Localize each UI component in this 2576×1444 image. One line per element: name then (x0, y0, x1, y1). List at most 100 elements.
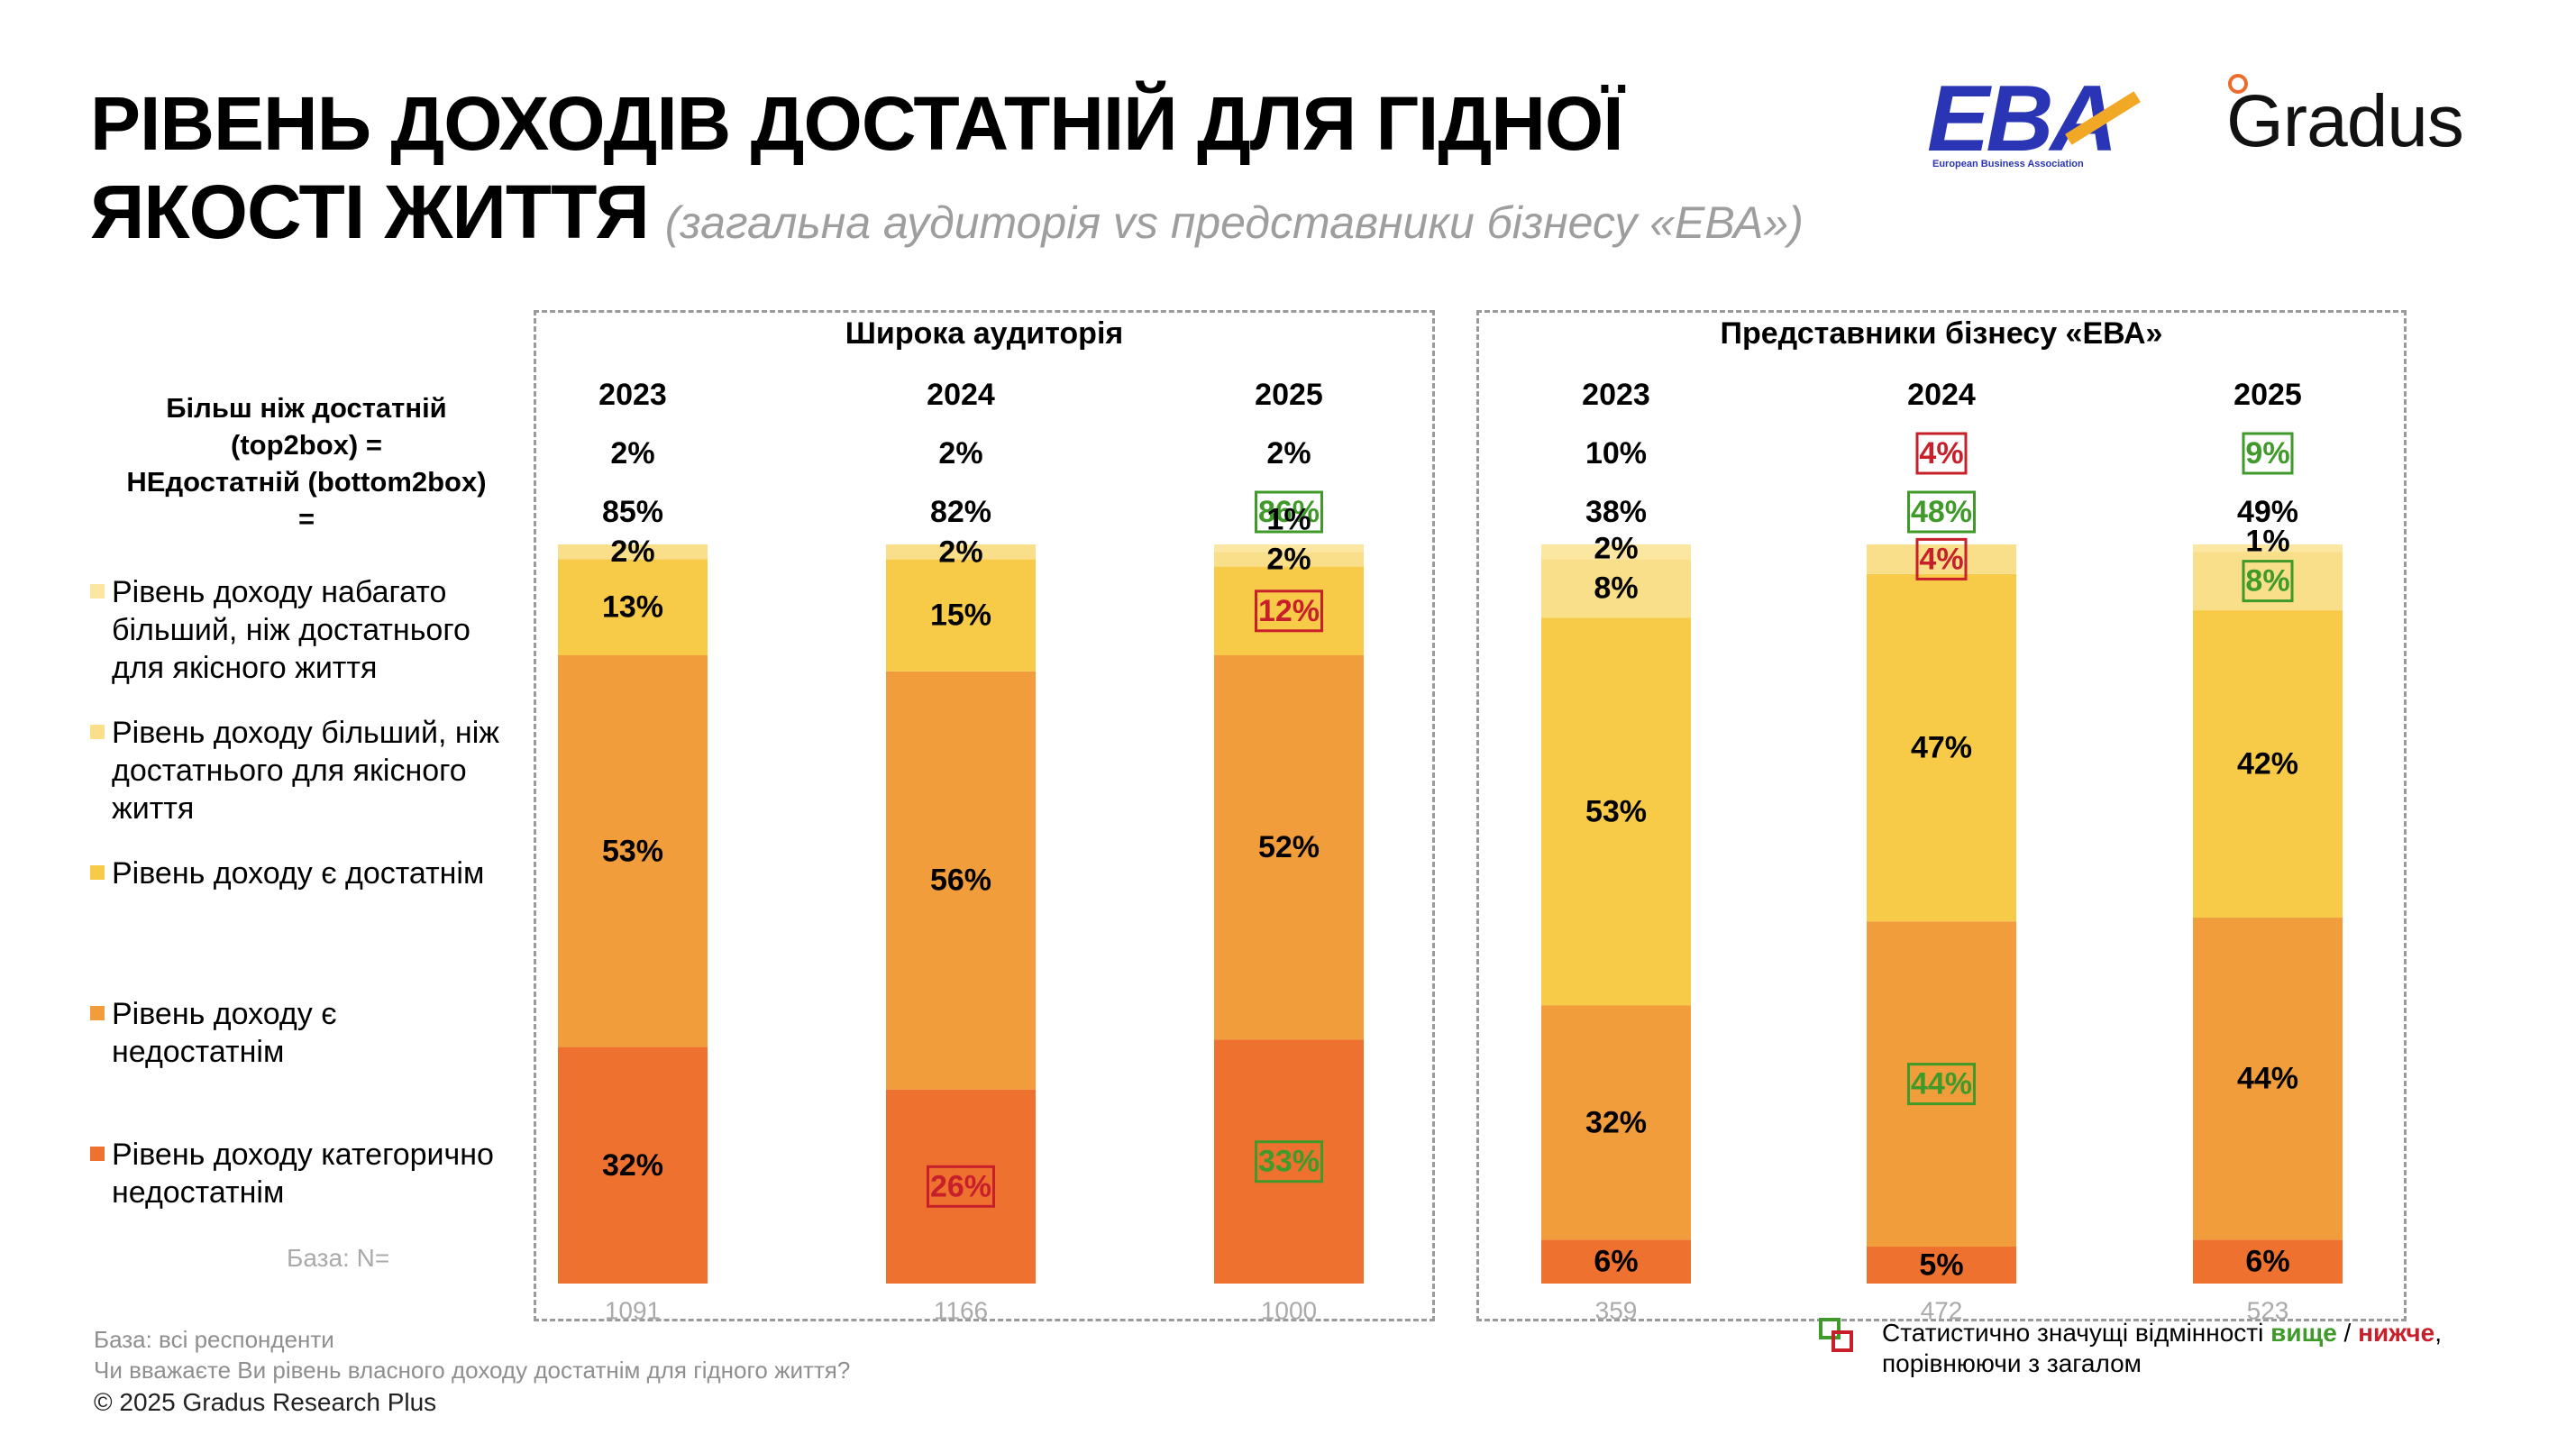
bar-general-2024-seg-2-label: 15% (930, 599, 991, 633)
title-line-2: ЯКОСТІ ЖИТТЯ (90, 169, 650, 254)
bar-general-2023-top2box: 2% (610, 436, 654, 471)
sig-higher-word: вище (2270, 1319, 2337, 1347)
bar-general-2024-seg-1-label: 56% (930, 864, 991, 898)
bar-general-2023-seg-2-label: 13% (602, 590, 663, 625)
top2box-label: Більш ніж достатній (top2box) = (166, 392, 447, 461)
copyright: © 2025 Gradus Research Plus (94, 1388, 437, 1416)
panel-eba-business (1476, 310, 2407, 1321)
panel-title-general: Широка аудиторія (845, 316, 1124, 351)
bar-general-2025-base-n: 1000 (1261, 1297, 1317, 1325)
bar-general-2024-seg-0 (886, 1089, 1036, 1284)
bar-general-2025-seg-2-label: 12% (1258, 594, 1320, 628)
legend-label-much-more: Рівень доходу набагато більший, ніж дост… (112, 575, 470, 685)
bar-eba-2024-base-n: 472 (1921, 1297, 1963, 1325)
bar-eba-2024-seg-1 (1867, 921, 2016, 1247)
legend-swatch-enough (90, 865, 105, 880)
legend-label-very-not-enough: Рівень доходу категорично недостатнім (112, 1138, 494, 1210)
footer-base: База: всі респонденти (94, 1326, 334, 1353)
bar-general-2023-seg-1 (558, 655, 708, 1047)
bar-eba-2023-seg-2 (1541, 617, 1691, 1006)
bar-general-2025-seg-3-label: 2% (1266, 542, 1311, 576)
bar-general-2025-seg-4 (1214, 544, 1364, 553)
bar-general-2024-seg-0-label: 26% (930, 1169, 991, 1203)
bar-general-2024-base-n: 1166 (934, 1297, 988, 1325)
legend-item-not-enough: Рівень доходу є недостатнім (90, 995, 514, 1071)
bar-general-2025-seg-1 (1214, 655, 1364, 1040)
bar-eba-2024-seg-2 (1867, 573, 2016, 922)
page-subtitle: (загальна аудиторія vs представники бізн… (664, 197, 1804, 248)
bar-general-2025-seg-2 (1214, 566, 1364, 655)
legend-item-very-not-enough: Рівень доходу категорично недостатнім (90, 1136, 514, 1211)
bar-eba-2024-seg-3-label: 4% (1919, 542, 1963, 576)
bar-general-2024-seg-3-label: 2% (938, 535, 982, 569)
bar-eba-2024-bottom2box: 48% (1911, 495, 1972, 529)
sig-suffix: , (2434, 1319, 2442, 1347)
bar-general-2025-seg-0 (1214, 1039, 1364, 1284)
eba-logo-text: EBA (1927, 67, 2118, 171)
bar-general-2025-bottom2box: 86% (1258, 495, 1320, 529)
title-line-1: РІВЕНЬ ДОХОДІВ ДОСТАТНІЙ ДЛЯ ГІДНОЇ (90, 81, 1623, 166)
bar-eba-2023-seg-4 (1541, 544, 1691, 560)
panel-general-audience (534, 310, 1435, 1321)
bar-eba-2025-seg-2-label: 42% (2237, 747, 2298, 781)
legend-label-not-enough: Рівень доходу є недостатнім (112, 997, 337, 1069)
bar-general-2025-seg-0-label-sig-box (1255, 1140, 1323, 1184)
bar-eba-2025-year-label: 2025 (2233, 378, 2302, 412)
bar-general-2024-seg-2 (886, 559, 1036, 672)
legend-item-enough: Рівень доходу є достатнім (90, 855, 514, 892)
gradus-logo-text: Gradus (2226, 80, 2464, 162)
bar-general-2025-top2box: 2% (1266, 436, 1311, 471)
bar-eba-2024-seg-0 (1867, 1247, 2016, 1284)
significance-legend-text: Статистично значущі відмінності вище / н… (1882, 1318, 2477, 1379)
bar-general-2024-seg-3 (886, 544, 1036, 560)
bar-eba-2025-seg-4-label: 1% (2245, 525, 2289, 559)
bar-eba-2025-seg-4 (2193, 544, 2343, 553)
bar-eba-2024-top2box-sig-box (1915, 432, 1968, 475)
bar-eba-2025-seg-3-label: 8% (2245, 564, 2289, 599)
bar-general-2023-bottom2box: 85% (602, 495, 663, 529)
sig-prefix: Статистично значущі відмінності (1882, 1319, 2271, 1347)
legend-label-enough: Рівень доходу є достатнім (112, 856, 485, 891)
bar-eba-2023-seg-0-label: 6% (1594, 1245, 1638, 1279)
legend-label-more: Рівень доходу більший, ніж достатнього д… (112, 716, 499, 826)
bar-eba-2025-top2box-sig-box (2242, 432, 2294, 475)
bar-eba-2024-seg-1-label: 44% (1911, 1067, 1972, 1101)
legend-swatch-much-more (90, 584, 105, 599)
bar-general-2023-seg-1-label: 53% (602, 834, 663, 868)
bar-eba-2023-seg-0 (1541, 1239, 1691, 1284)
bar-general-2023-seg-0 (558, 1046, 708, 1284)
bar-eba-2023-seg-1 (1541, 1005, 1691, 1240)
bar-general-2025-seg-3 (1214, 552, 1364, 567)
bar-general-2024-seg-1 (886, 671, 1036, 1090)
bar-eba-2025-seg-2 (2193, 610, 2343, 918)
bar-eba-2025-seg-0-label: 6% (2245, 1245, 2289, 1279)
bar-general-2023-seg-3 (558, 544, 708, 560)
bar-eba-2025-bottom2box: 49% (2237, 495, 2298, 529)
bar-eba-2024-seg-2-label: 47% (1911, 731, 1972, 765)
bar-eba-2024-seg-3 (1867, 544, 2016, 574)
bar-eba-2023-base-n: 359 (1595, 1297, 1638, 1325)
legend-swatch-more (90, 725, 105, 739)
gradus-logo: Gradus (2226, 74, 2515, 162)
bar-general-2023-seg-0-label: 32% (602, 1148, 663, 1183)
bar-general-2024-year-label: 2024 (927, 378, 995, 412)
bar-general-2023-year-label: 2023 (598, 378, 667, 412)
bar-eba-2024-top2box: 4% (1919, 436, 1963, 471)
bar-eba-2025-top2box: 9% (2245, 436, 2289, 471)
bar-eba-2023-seg-3 (1541, 559, 1691, 618)
bottom2box-label: НЕдостатній (bottom2box) = (126, 466, 487, 535)
eba-logo: EBA European Business Association (1927, 67, 2141, 173)
gradus-logo-dot (2228, 74, 2248, 94)
bar-eba-2023-year-label: 2023 (1582, 378, 1650, 412)
summary-row-labels: Більш ніж достатній (top2box) = НЕдостат… (117, 389, 496, 537)
bar-general-2025-seg-4-label: 1% (1266, 502, 1311, 536)
bar-general-2025-year-label: 2025 (1255, 378, 1323, 412)
bar-eba-2023-bottom2box: 38% (1585, 495, 1647, 529)
panel-title-eba: Представники бізнесу «ЕВА» (1720, 316, 2163, 351)
legend-item-much-more: Рівень доходу набагато більший, ніж дост… (90, 573, 514, 687)
bar-eba-2024-year-label: 2024 (1907, 378, 1976, 412)
sig-slash: / (2336, 1319, 2359, 1347)
bar-eba-2023-top2box: 10% (1585, 436, 1647, 471)
bar-general-2025-seg-2-label-sig-box (1255, 589, 1323, 633)
bar-general-2025-seg-0-label: 33% (1258, 1145, 1320, 1179)
